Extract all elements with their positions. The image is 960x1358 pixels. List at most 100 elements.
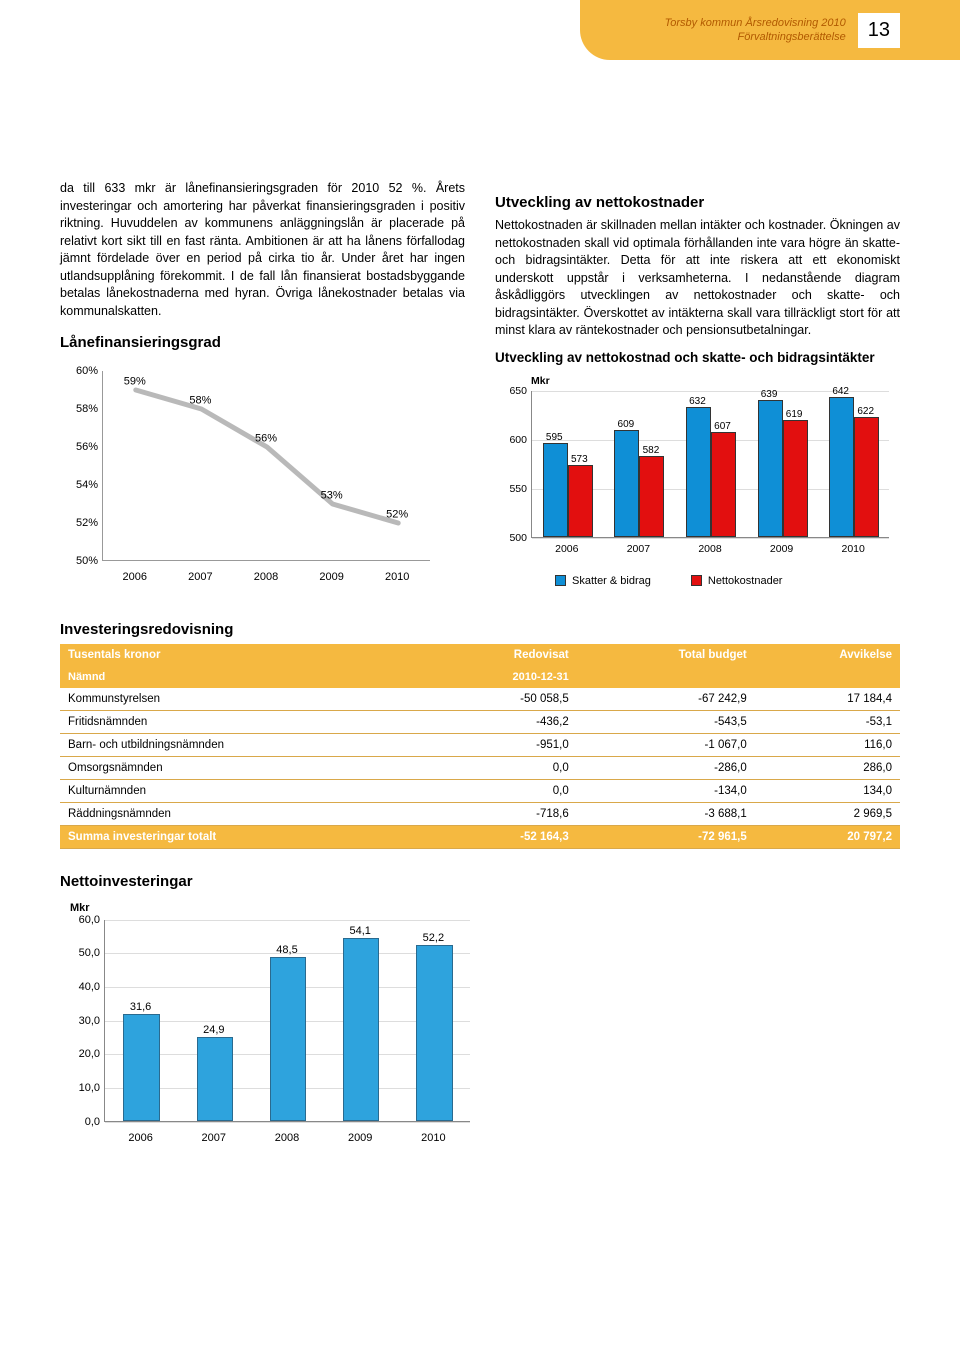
header-line2: Förvaltningsberättelse xyxy=(665,30,846,44)
grouped-bar-value: 622 xyxy=(857,406,874,417)
bar-ytick: 20,0 xyxy=(60,1048,100,1060)
table-row: Kommunstyrelsen-50 058,5-67 242,917 184,… xyxy=(60,688,900,711)
linechart-value-label: 59% xyxy=(124,376,146,388)
table-sum-row: Summa investeringar totalt-52 164,3-72 9… xyxy=(60,825,900,848)
right-column: Utveckling av nettokostnader Nettokostna… xyxy=(495,180,900,593)
bar xyxy=(197,1037,234,1121)
bar-value-label: 24,9 xyxy=(203,1024,224,1036)
grouped-bar xyxy=(783,420,808,537)
table-row: Räddningsnämnden-718,6-3 688,12 969,5 xyxy=(60,802,900,825)
bar-ytick: 60,0 xyxy=(60,914,100,926)
right-para1: Nettokostnaden är skillnaden mellan intä… xyxy=(495,217,900,340)
grouped-bar-unit: Mkr xyxy=(531,375,550,387)
grouped-bar-value: 607 xyxy=(714,421,731,432)
netto-bar-chart: Mkr 0,0 10,0 20,0 30,0 40,0 50,0 60,0 2006 31,6 2… xyxy=(60,902,480,1152)
linechart-xtick: 2006 xyxy=(123,571,147,583)
grouped-bar-value: 642 xyxy=(832,386,849,397)
bar xyxy=(270,957,307,1120)
bar xyxy=(123,1014,160,1120)
legend-item-2: Nettokostnader xyxy=(691,575,783,587)
grouped-bar-xtick: 2006 xyxy=(555,543,578,555)
grouped-bar xyxy=(614,430,639,537)
grouped-bar-value: 595 xyxy=(546,432,563,443)
invest-table: Tusentals kronorRedovisatTotal budgetAvv… xyxy=(60,644,900,849)
grouped-bar-value: 582 xyxy=(643,445,660,456)
linechart-xtick: 2010 xyxy=(385,571,409,583)
linechart-ytick: 52% xyxy=(60,517,98,529)
table-subheader: 2010-12-31 xyxy=(424,666,577,688)
table-header: Redovisat xyxy=(424,644,577,666)
grouped-bar-ytick: 500 xyxy=(495,532,527,544)
linechart-value-label: 56% xyxy=(255,433,277,445)
left-para1: da till 633 mkr är lånefinansieringsgrad… xyxy=(60,180,465,320)
bar-ytick: 40,0 xyxy=(60,981,100,993)
table-row: Kulturnämnden0,0-134,0134,0 xyxy=(60,779,900,802)
bar-value-label: 31,6 xyxy=(130,1001,151,1013)
grouped-bar-xtick: 2008 xyxy=(698,543,721,555)
header-line1: Torsby kommun Årsredovisning 2010 xyxy=(665,16,846,30)
linechart-xtick: 2008 xyxy=(254,571,278,583)
grouped-bar xyxy=(543,443,568,536)
grouped-bar-legend: Skatter & bidrag Nettokostnader xyxy=(555,575,895,587)
linechart-ytick: 58% xyxy=(60,403,98,415)
grouped-bar-xtick: 2009 xyxy=(770,543,793,555)
grouped-bar-value: 619 xyxy=(786,409,803,420)
bar-value-label: 52,2 xyxy=(423,932,444,944)
linechart-xtick: 2007 xyxy=(188,571,212,583)
legend-item-1: Skatter & bidrag xyxy=(555,575,651,587)
linechart-value-label: 53% xyxy=(321,490,343,502)
netto-heading: Nettoinvesteringar xyxy=(60,873,900,890)
grouped-bar-xtick: 2007 xyxy=(627,543,650,555)
bar xyxy=(416,945,453,1121)
grouped-bar xyxy=(829,397,854,536)
grouped-bar-value: 609 xyxy=(618,419,635,430)
bar-ytick: 30,0 xyxy=(60,1015,100,1027)
linechart-ytick: 54% xyxy=(60,479,98,491)
bar-ytick: 50,0 xyxy=(60,947,100,959)
bar-value-label: 48,5 xyxy=(276,944,297,956)
grouped-bar xyxy=(686,407,711,536)
linechart-value-label: 58% xyxy=(189,395,211,407)
grouped-bar-value: 632 xyxy=(689,396,706,407)
grouped-bar xyxy=(758,400,783,536)
bar-xtick: 2006 xyxy=(128,1132,152,1144)
table-header: Avvikelse xyxy=(755,644,900,666)
table-subheader xyxy=(577,666,755,688)
table-subheader xyxy=(755,666,900,688)
bar-xtick: 2010 xyxy=(421,1132,445,1144)
grouped-bar-value: 639 xyxy=(761,389,778,400)
page-header-tab: Torsby kommun Årsredovisning 2010 Förval… xyxy=(580,0,960,60)
bar-xtick: 2009 xyxy=(348,1132,372,1144)
bar-xtick: 2008 xyxy=(275,1132,299,1144)
table-header: Tusentals kronor xyxy=(60,644,424,666)
grouped-bar-ytick: 550 xyxy=(495,483,527,495)
left-column: da till 633 mkr är lånefinansieringsgrad… xyxy=(60,180,465,593)
bar xyxy=(343,938,380,1120)
table-subheader: Nämnd xyxy=(60,666,424,688)
bar-xtick: 2007 xyxy=(202,1132,226,1144)
table-row: Omsorgsnämnden0,0-286,0286,0 xyxy=(60,756,900,779)
grouped-bar-ytick: 650 xyxy=(495,385,527,397)
grouped-bar xyxy=(711,432,736,537)
table-row: Fritidsnämnden-436,2-543,5-53,1 xyxy=(60,710,900,733)
table-header: Total budget xyxy=(577,644,755,666)
header-text: Torsby kommun Årsredovisning 2010 Förval… xyxy=(665,16,846,45)
bar-ytick: 0,0 xyxy=(60,1116,100,1128)
linechart-ytick: 50% xyxy=(60,555,98,567)
netto-bar-unit: Mkr xyxy=(70,902,90,914)
grouped-bar xyxy=(568,465,593,537)
page-number: 13 xyxy=(858,13,900,48)
line-chart: 50%52%54%56%58%60%2006200720082009201059… xyxy=(60,361,440,591)
grouped-bar-chart: Mkr Skatter & bidrag Nettokostnader 500 5… xyxy=(495,373,895,593)
right-heading1: Utveckling av nettokostnader xyxy=(495,194,900,211)
linechart-ytick: 56% xyxy=(60,441,98,453)
grouped-bar-xtick: 2010 xyxy=(842,543,865,555)
grouped-bar xyxy=(854,417,879,537)
bar-value-label: 54,1 xyxy=(349,926,370,938)
bar-ytick: 10,0 xyxy=(60,1082,100,1094)
linechart-heading: Lånefinansieringsgrad xyxy=(60,334,465,351)
right-heading2: Utveckling av nettokostnad och skatte- o… xyxy=(495,350,900,365)
invest-heading: Investeringsredovisning xyxy=(60,621,900,638)
grouped-bar-value: 573 xyxy=(571,454,588,465)
grouped-bar xyxy=(639,456,664,536)
